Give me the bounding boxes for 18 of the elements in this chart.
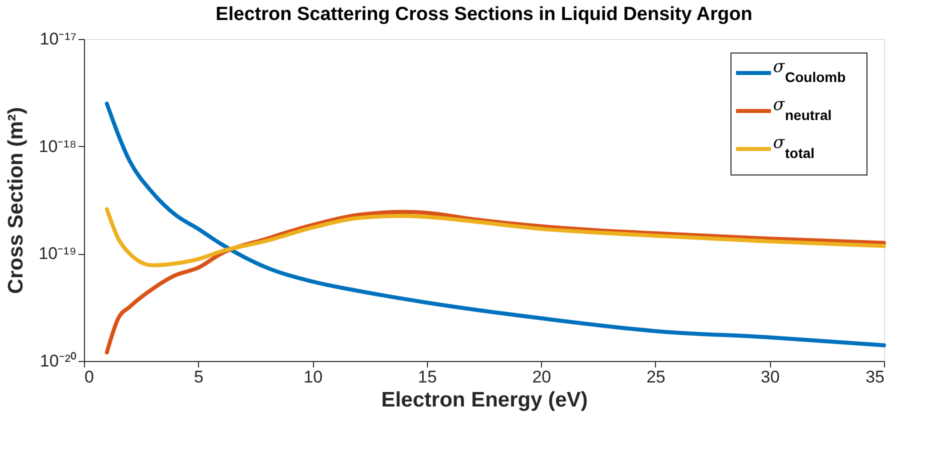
y-tick-label: 10⁻²⁰ bbox=[40, 352, 76, 370]
line-series bbox=[104, 102, 886, 348]
y-tick-label: 10⁻¹⁹ bbox=[38, 244, 76, 264]
x-tick-label: 5 bbox=[194, 368, 204, 386]
x-tick-label: 15 bbox=[418, 368, 437, 386]
x-tick-label: 35 bbox=[866, 368, 884, 386]
y-tick-label: 10⁻¹⁷ bbox=[40, 30, 76, 48]
chart-title: Electron Scattering Cross Sections in Liquid Density Argon bbox=[216, 4, 752, 25]
y-tick-label: 10⁻¹⁸ bbox=[38, 136, 76, 156]
x-tick-label: 0 bbox=[84, 368, 94, 386]
line-series bbox=[104, 210, 886, 354]
x-tick-label: 10 bbox=[304, 368, 323, 386]
x-tick-label: 30 bbox=[760, 368, 780, 386]
line-series bbox=[104, 207, 886, 268]
x-tick-label: 25 bbox=[646, 368, 666, 386]
x-tick-label: 20 bbox=[532, 368, 552, 386]
x-axis-title: Electron Energy (eV) bbox=[381, 388, 588, 412]
y-axis-title: Cross Section (m²) bbox=[4, 107, 28, 294]
